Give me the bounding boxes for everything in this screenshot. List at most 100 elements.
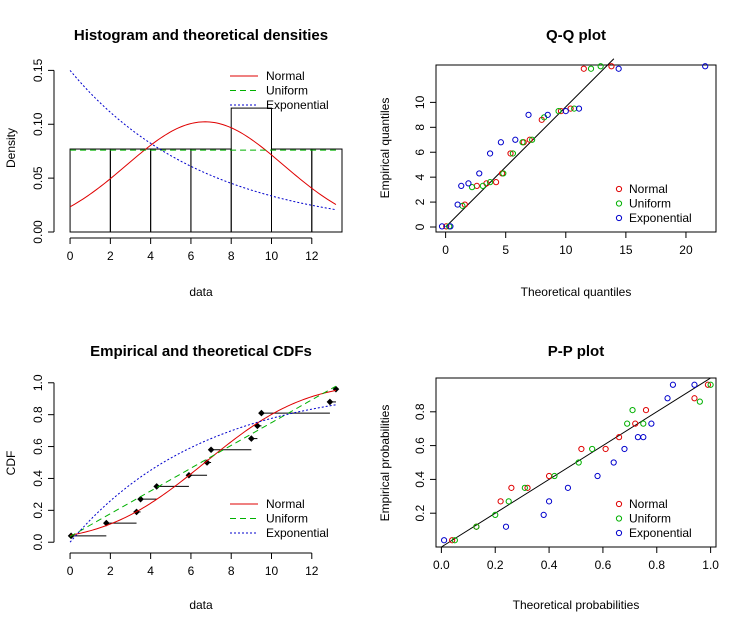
point-uniform xyxy=(640,420,647,427)
point-exponential xyxy=(486,150,494,157)
point-normal xyxy=(608,63,615,70)
point-normal xyxy=(492,179,500,186)
y-axis-label: Empirical quantiles xyxy=(378,98,392,199)
y-tick-label: 8 xyxy=(413,124,427,131)
point-normal xyxy=(615,434,623,441)
x-tick-label: 4 xyxy=(147,249,154,263)
point-normal xyxy=(602,445,609,453)
point-uniform xyxy=(473,523,480,530)
y-axis-label: Density xyxy=(4,128,18,168)
y-tick-label: 0.05 xyxy=(31,166,45,190)
point-exponential xyxy=(610,459,617,466)
point-uniform xyxy=(589,445,596,453)
density-curve-exponential xyxy=(69,70,337,211)
y-tick-label: 10 xyxy=(413,95,427,109)
cdf-curve-uniform xyxy=(69,385,337,537)
ecdf-point xyxy=(254,422,261,430)
legend-marker xyxy=(615,515,623,522)
point-exponential xyxy=(648,420,655,427)
x-tick-label: 15 xyxy=(619,243,633,257)
point-uniform xyxy=(519,139,526,146)
histogram-bar xyxy=(230,107,272,233)
point-exponential xyxy=(438,223,446,230)
y-tick-label: 0.6 xyxy=(413,437,427,454)
point-uniform xyxy=(451,537,458,544)
panel-title: Histogram and theoretical densities xyxy=(74,27,328,44)
y-tick-label: 0.2 xyxy=(31,502,45,519)
y-tick-label: 1.0 xyxy=(31,374,45,391)
point-exponential xyxy=(476,170,483,177)
point-exponential xyxy=(497,139,504,146)
x-tick-label: 10 xyxy=(559,243,573,257)
pp-plot-panel: P-P plot Theoretical probabilities Empir… xyxy=(378,343,719,612)
point-normal xyxy=(642,407,650,414)
legend-marker xyxy=(615,200,623,207)
ecdf-point xyxy=(258,409,265,417)
point-uniform xyxy=(486,179,494,186)
x-tick-label: 0 xyxy=(67,249,74,263)
ecdf-point xyxy=(326,398,334,406)
x-tick-label: 8 xyxy=(228,564,235,578)
histogram-bar xyxy=(311,148,343,233)
panel-title: P-P plot xyxy=(548,343,604,360)
point-exponential xyxy=(664,395,671,402)
x-tick-label: 8 xyxy=(228,249,235,263)
y-tick-label: 0.8 xyxy=(31,406,45,423)
legend-label: Uniform xyxy=(629,197,671,211)
legend-label: Exponential xyxy=(266,526,329,540)
x-tick-label: 0 xyxy=(67,564,74,578)
point-uniform xyxy=(587,65,595,72)
point-uniform xyxy=(529,136,536,143)
y-axis-label: CDF xyxy=(4,451,18,476)
x-tick-label: 6 xyxy=(188,249,195,263)
x-tick-label: 0.6 xyxy=(595,558,612,572)
point-exponential xyxy=(691,381,698,388)
x-tick-label: 0.0 xyxy=(433,558,450,572)
x-axis-label: Theoretical quantiles xyxy=(521,285,632,299)
legend-marker xyxy=(615,500,623,508)
cdf-curve-normal xyxy=(69,389,337,536)
legend-label: Normal xyxy=(629,497,668,511)
point-uniform xyxy=(468,184,476,191)
y-tick-label: 4 xyxy=(413,174,427,181)
point-normal xyxy=(545,472,553,480)
qq-plot-panel: Q-Q plot Theoretical quantiles Empirical… xyxy=(378,27,717,299)
x-tick-label: 6 xyxy=(188,564,195,578)
point-uniform xyxy=(505,498,512,505)
point-exponential xyxy=(458,182,465,189)
ecdf-point xyxy=(203,459,211,466)
x-tick-label: 2 xyxy=(107,249,114,263)
x-axis-label: data xyxy=(189,285,213,299)
point-exponential xyxy=(575,105,583,112)
y-tick-label: 0.8 xyxy=(413,403,427,420)
legend-marker xyxy=(615,529,623,537)
point-normal xyxy=(691,395,698,402)
y-axis-label: Empirical probabilities xyxy=(378,405,392,522)
x-tick-label: 2 xyxy=(107,564,114,578)
legend-marker xyxy=(615,214,623,222)
point-exponential xyxy=(512,136,519,143)
point-exponential xyxy=(640,434,647,441)
y-tick-label: 6 xyxy=(413,149,427,156)
x-tick-label: 20 xyxy=(679,243,693,257)
legend-label: Exponential xyxy=(629,211,692,225)
point-uniform xyxy=(509,150,517,157)
point-exponential xyxy=(525,111,532,118)
point-exponential xyxy=(594,472,601,480)
point-normal xyxy=(580,65,587,72)
point-uniform xyxy=(624,420,631,427)
point-exponential xyxy=(562,108,569,115)
point-exponential xyxy=(634,434,642,441)
histogram-panel: Histogram and theoretical densities data… xyxy=(4,27,343,299)
point-normal xyxy=(497,498,504,505)
x-axis-label: Theoretical probabilities xyxy=(513,598,640,612)
density-curve-normal xyxy=(69,121,337,208)
legend-label: Uniform xyxy=(266,512,308,526)
ecdf-point xyxy=(137,495,144,503)
legend-label: Uniform xyxy=(629,512,671,526)
histogram-bar xyxy=(69,148,111,233)
point-exponential xyxy=(564,484,572,491)
histogram-bar xyxy=(190,148,232,233)
x-tick-label: 5 xyxy=(502,243,509,257)
ecdf-point xyxy=(207,446,215,454)
